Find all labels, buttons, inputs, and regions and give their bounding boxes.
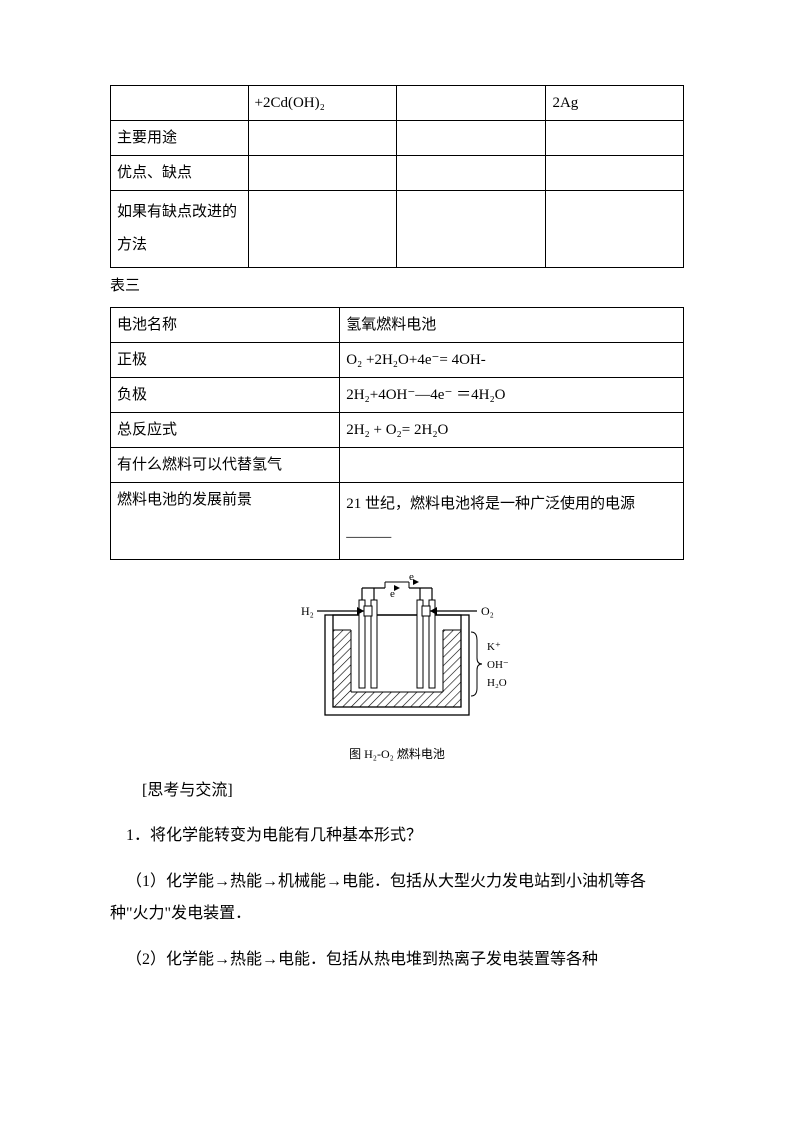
cell — [397, 86, 546, 121]
cell — [248, 121, 397, 156]
table-row: +2Cd(OH)₂ 2Ag — [111, 86, 684, 121]
cell: 负极 — [111, 377, 340, 412]
question-1: 1．将化学能转变为电能有几种基本形式？ — [110, 820, 684, 852]
table-1: +2Cd(OH)₂ 2Ag 主要用途 优点、缺点 如果有缺点改进的方法 — [110, 85, 684, 268]
cell: 有什么燃料可以代替氢气 — [111, 447, 340, 482]
cell — [397, 121, 546, 156]
cell: 2H₂+4OH⁻—4e⁻ ＝4H₂O — [340, 377, 684, 412]
label-oh: OH⁻ — [487, 659, 509, 671]
cell: 如果有缺点改进的方法 — [111, 191, 249, 268]
label-o2: O₂ — [481, 604, 494, 618]
cell: 正极 — [111, 342, 340, 377]
cell: 2Ag — [546, 86, 684, 121]
cell — [546, 191, 684, 268]
cell: 总反应式 — [111, 412, 340, 447]
label-e2: e — [409, 571, 414, 583]
label-h2: H₂ — [301, 604, 314, 618]
cell: 氢氧燃料电池 — [340, 307, 684, 342]
table-row: 主要用途 — [111, 121, 684, 156]
cell — [248, 191, 397, 268]
table-row: 如果有缺点改进的方法 — [111, 191, 684, 268]
paragraph-1: （1）化学能→热能→机械能→电能．包括从大型火力发电站到小油机等各种"火力"发电… — [110, 866, 684, 930]
table-row: 燃料电池的发展前景 21 世纪，燃料电池将是一种广泛使用的电源——— — [111, 482, 684, 559]
cell: 优点、缺点 — [111, 156, 249, 191]
diagram-caption: 图 H₂-O₂ 燃料电池 — [110, 743, 684, 766]
table-row: 优点、缺点 — [111, 156, 684, 191]
cell: 21 世纪，燃料电池将是一种广泛使用的电源——— — [340, 482, 684, 559]
paragraph-2: （2）化学能→热能→电能．包括从热电堆到热离子发电装置等各种 — [110, 944, 684, 976]
table-row: 总反应式 2H₂ + O₂= 2H₂O — [111, 412, 684, 447]
cell — [248, 156, 397, 191]
cell — [340, 447, 684, 482]
cell: +2Cd(OH)₂ — [248, 86, 397, 121]
table-2: 电池名称 氢氧燃料电池 正极 O₂ +2H₂O+4e⁻= 4OH- 负极 2H₂… — [110, 307, 684, 560]
fuel-cell-diagram: H₂ O₂ e e K⁺ OH⁻ H₂O 图 H₂-O₂ 燃料电池 — [110, 570, 684, 766]
cell: O₂ +2H₂O+4e⁻= 4OH- — [340, 342, 684, 377]
label-h2o: H₂O — [487, 677, 507, 689]
section-heading: [思考与交流] — [110, 776, 684, 806]
table-row: 负极 2H₂+4OH⁻—4e⁻ ＝4H₂O — [111, 377, 684, 412]
table-row: 正极 O₂ +2H₂O+4e⁻= 4OH- — [111, 342, 684, 377]
cell: 电池名称 — [111, 307, 340, 342]
table-caption: 表三 — [110, 272, 684, 301]
cell — [546, 156, 684, 191]
table-row: 有什么燃料可以代替氢气 — [111, 447, 684, 482]
cell — [111, 86, 249, 121]
cell: 燃料电池的发展前景 — [111, 482, 340, 559]
cell: 2H₂ + O₂= 2H₂O — [340, 412, 684, 447]
label-e1: e — [390, 588, 395, 600]
cell — [397, 156, 546, 191]
cell — [546, 121, 684, 156]
label-k: K⁺ — [487, 641, 501, 653]
table-row: 电池名称 氢氧燃料电池 — [111, 307, 684, 342]
cell — [397, 191, 546, 268]
cell: 主要用途 — [111, 121, 249, 156]
